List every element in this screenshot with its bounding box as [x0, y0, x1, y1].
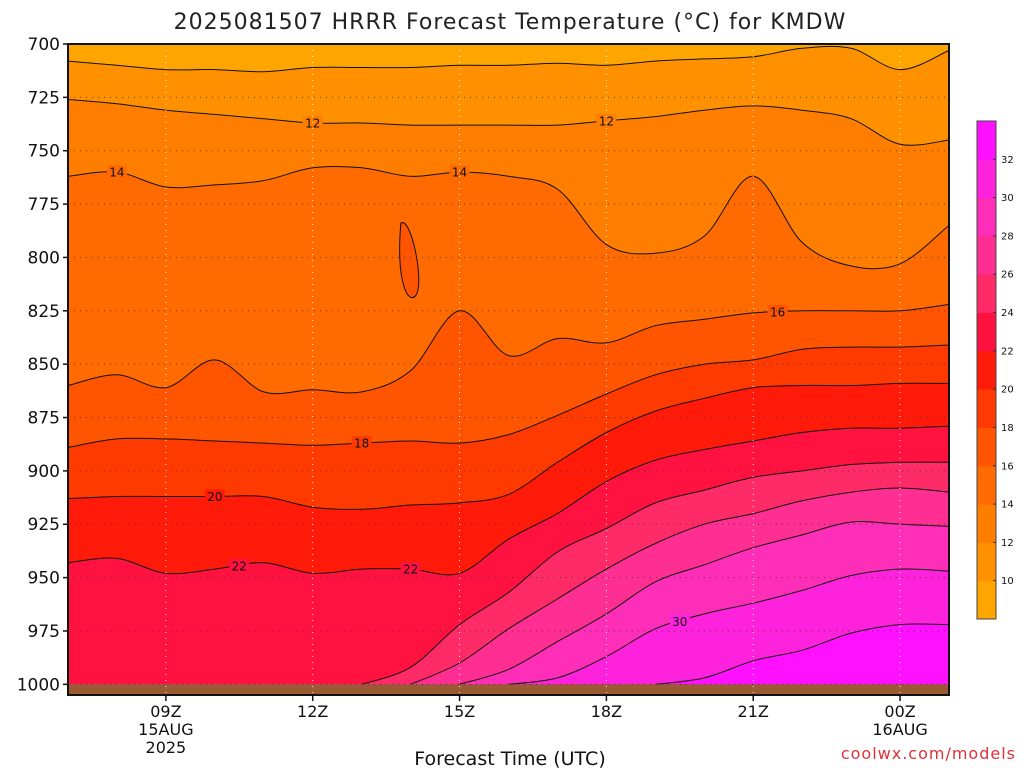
- colorbar-tick-label: 14: [1001, 500, 1014, 511]
- x-tick-label: 21Z: [738, 702, 769, 721]
- contour-label-bg: [767, 304, 788, 319]
- colorbar-tick-label: 28: [1001, 231, 1014, 242]
- y-tick-label: 1000: [17, 675, 60, 695]
- isotherm-16: [67, 303, 950, 395]
- colorbar-segment: [977, 197, 996, 237]
- colorbar-segment: [977, 580, 996, 620]
- colorbar-tick-label: 16: [1001, 461, 1014, 472]
- colorbar-segment: [977, 504, 996, 543]
- y-tick-label: 725: [28, 88, 60, 108]
- colorbar-segment: [977, 350, 996, 390]
- colorbar-tick-label: 30: [1001, 193, 1014, 204]
- contour-label-bg: [596, 113, 617, 128]
- colorbar-segment: [977, 274, 996, 314]
- y-axis: 700 725 750 775 800 825 850 875 900 925 950 975 1000: [17, 35, 68, 695]
- isotherm-32: [655, 623, 950, 685]
- chart-title: 2025081507 HRRR Forecast Temperature (°C…: [174, 10, 847, 35]
- colorbar-tick-label: 22: [1001, 346, 1014, 357]
- contour-label-14: 14: [452, 166, 467, 180]
- contour-label-bg: [229, 558, 250, 573]
- contour-label-18: 18: [354, 437, 369, 451]
- isolated-contour-16: [399, 222, 420, 299]
- colorbar-segment: [977, 312, 996, 352]
- contour-label-20: 20: [207, 490, 222, 504]
- x-tick-label: 00Z: [884, 702, 915, 721]
- y-tick-label: 850: [28, 355, 60, 375]
- contour-label-bg: [449, 165, 470, 180]
- y-tick-label: 775: [28, 195, 60, 215]
- colorbar-segment: [977, 465, 996, 505]
- colorbar-segment: [977, 427, 996, 467]
- isotherm-26: [410, 487, 950, 685]
- y-tick-label: 700: [28, 35, 60, 55]
- credit-text[interactable]: coolwx.com/models: [841, 744, 1016, 763]
- y-tick-label: 925: [28, 515, 60, 535]
- contour-label-30: 30: [672, 615, 687, 629]
- colorbar-tick-label: 18: [1001, 423, 1014, 434]
- contour-label-bg: [204, 489, 225, 504]
- colorbar-segment: [977, 542, 996, 582]
- colorbar-tick-label: 12: [1001, 538, 1014, 549]
- x-tick-date: 15AUG: [138, 720, 193, 739]
- contour-label-bg: [106, 165, 127, 180]
- colorbar-tick-label: 26: [1001, 270, 1014, 281]
- contour-label-bg: [351, 436, 372, 451]
- contour-label-bg: [400, 562, 421, 577]
- x-tick-date: 16AUG: [872, 720, 927, 739]
- band-ge-32: [68, 623, 949, 695]
- contour-label-22: 22: [232, 559, 247, 573]
- x-axis-label: Forecast Time (UTC): [414, 748, 605, 768]
- y-tick-label: 825: [28, 302, 60, 322]
- isotherm-10: [67, 45, 950, 73]
- band-ge-30: [68, 568, 949, 695]
- ground-strip: [68, 684, 949, 695]
- isotherm-22: [67, 425, 950, 576]
- colorbar-segment: [977, 235, 996, 275]
- contour-label-12: 12: [599, 114, 614, 128]
- colorbar-frame: [976, 120, 997, 620]
- y-tick-label: 800: [28, 248, 60, 268]
- isotherm-30: [508, 568, 950, 685]
- plot-frame: [67, 43, 950, 696]
- colorbar-tick-label: 24: [1001, 308, 1014, 319]
- colorbar-segment: [977, 389, 996, 428]
- y-tick-label: 975: [28, 622, 60, 642]
- isotherm-28: [459, 521, 950, 685]
- colorbar-tick-label: 10: [1001, 576, 1014, 587]
- y-tick-label: 875: [28, 409, 60, 429]
- x-tick-label: 09Z: [150, 702, 181, 721]
- y-tick-label: 900: [28, 462, 60, 482]
- isotherm-18: [67, 344, 950, 448]
- plot-area: 12 12 14 14 16 18 20 22 22 30: [67, 43, 950, 696]
- colorbar-tick-label: 32: [1001, 155, 1014, 166]
- y-tick-label: 950: [28, 569, 60, 589]
- x-tick-label: 15Z: [444, 702, 475, 721]
- contour-label-14: 14: [109, 166, 124, 180]
- y-tick-label: 750: [28, 142, 60, 162]
- x-tick-year: 2025: [146, 738, 187, 757]
- colorbar: 10 12 14 16 18 20 22 24 26 28 30 32: [976, 120, 1014, 620]
- isotherm-24: [361, 461, 950, 685]
- contour-label-16: 16: [770, 305, 785, 319]
- colorbar-segment: [977, 121, 996, 160]
- colorbar-segment: [977, 159, 996, 199]
- contour-label-bg: [669, 614, 690, 629]
- colorbar-tick-label: 20: [1001, 385, 1014, 396]
- isotherm-12: [67, 99, 950, 146]
- contour-label-12: 12: [305, 116, 320, 130]
- isotherm-14: [67, 165, 950, 270]
- x-tick-label: 18Z: [591, 702, 622, 721]
- x-tick-label: 12Z: [297, 702, 328, 721]
- contour-label-22: 22: [403, 563, 418, 577]
